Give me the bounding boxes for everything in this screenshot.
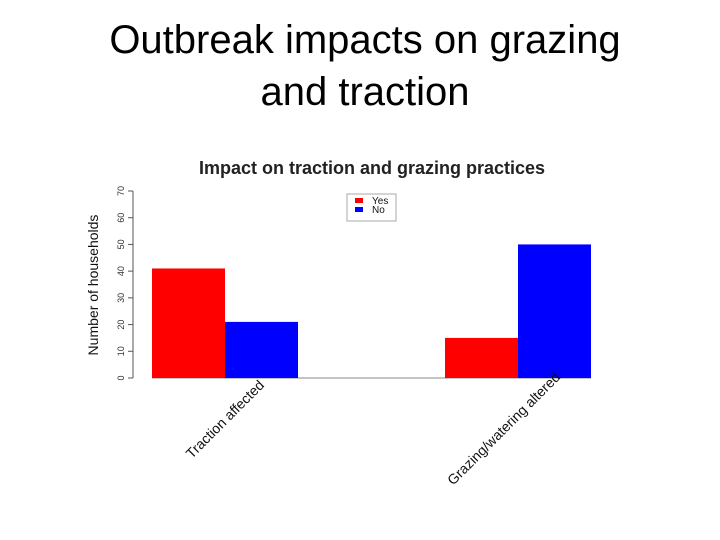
chart-title: Impact on traction and grazing practices <box>199 158 545 178</box>
category-label: Traction affected <box>183 377 268 462</box>
category-labels: Traction affected Grazing/watering altere… <box>183 369 564 488</box>
slide-title: Outbreak impacts on grazing and traction <box>0 14 720 118</box>
legend-label-yes: Yes <box>372 196 388 207</box>
legend-swatch-yes <box>355 198 363 203</box>
y-tick-label: 10 <box>116 346 126 356</box>
legend-label-no: No <box>372 205 385 216</box>
y-axis: 0 10 20 30 40 50 60 70 <box>116 186 134 381</box>
bar-no-1 <box>225 321 298 378</box>
slide-title-line-1: Outbreak impacts on grazing <box>109 18 621 62</box>
y-tick-label: 0 <box>116 375 126 380</box>
y-tick-label: 20 <box>116 320 126 330</box>
bar-no-2 <box>518 244 591 378</box>
bars <box>152 244 591 378</box>
bar-yes-1 <box>152 268 225 378</box>
y-tick-label: 40 <box>116 266 126 276</box>
legend-swatch-no <box>355 207 363 212</box>
category-label: Grazing/watering altered <box>444 369 563 488</box>
slide-title-line-2: and traction <box>260 70 470 114</box>
y-tick-label: 70 <box>116 186 126 196</box>
y-axis-label: Number of households <box>85 215 101 356</box>
bar-yes-2 <box>445 337 518 378</box>
y-tick-label: 30 <box>116 293 126 303</box>
y-tick-label: 50 <box>116 239 126 249</box>
y-tick-label: 60 <box>116 213 126 223</box>
